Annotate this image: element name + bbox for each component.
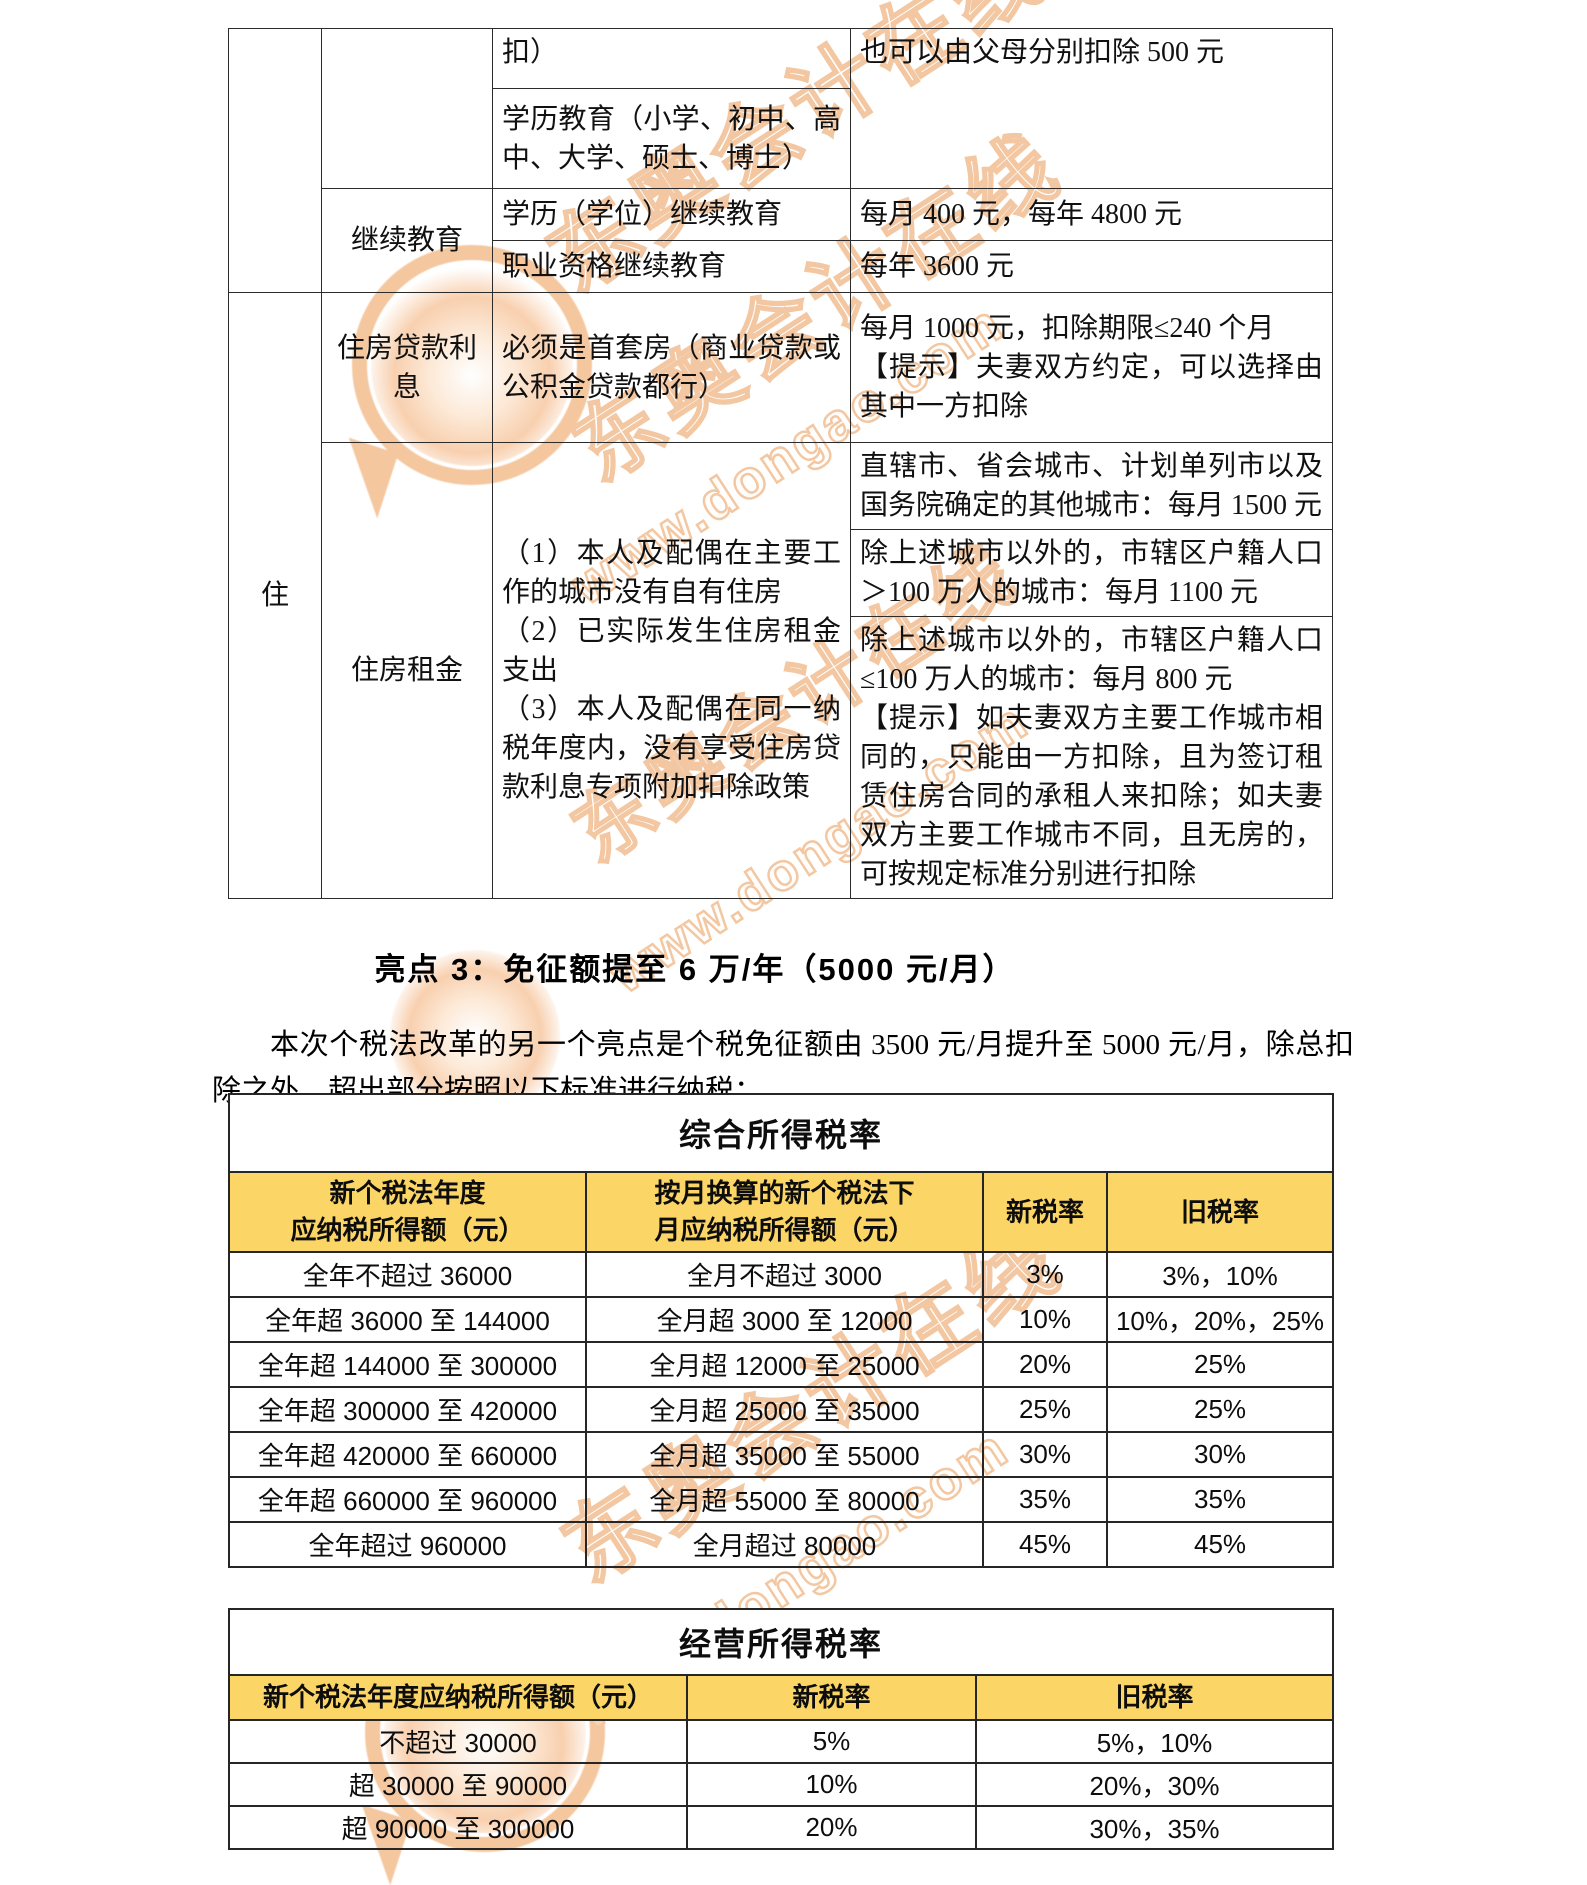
table-cell: 45%	[1105, 1521, 1335, 1568]
table-cell: 30%	[1105, 1431, 1335, 1478]
table-cell: 20%，30%	[975, 1762, 1334, 1807]
table-row: 全年超过 960000 全月超过 80000 45% 45%	[228, 1521, 1335, 1568]
column-header-new-rate: 新税率	[686, 1674, 977, 1721]
table-cell: 30%，35%	[975, 1805, 1334, 1850]
table-cell: 全月超过 80000	[585, 1521, 984, 1568]
table-cell: 35%	[1105, 1476, 1335, 1523]
table-cell: 超 30000 至 90000	[228, 1762, 688, 1807]
table-cell: 25%	[982, 1386, 1108, 1433]
table-cell: 10%	[982, 1296, 1108, 1343]
table-cell: 5%，10%	[975, 1719, 1334, 1764]
table-cell: 30%	[982, 1431, 1108, 1478]
comprehensive-table-title: 综合所得税率	[227, 1093, 1335, 1173]
cell-vocational-amount: 每年 3600 元	[850, 240, 1333, 293]
table-cell: 45%	[982, 1521, 1108, 1568]
table-cell: 20%	[686, 1805, 977, 1850]
table-row: 不超过 30000 5% 5%，10%	[228, 1719, 1334, 1764]
cell-category-housing: 住	[228, 292, 322, 899]
table-cell: 全月超 25000 至 35000	[585, 1386, 984, 1433]
table-cell: 全年超过 960000	[228, 1521, 587, 1568]
table-cell: 25%	[1105, 1341, 1335, 1388]
business-rate-table: 经营所得税率 新个税法年度应纳税所得额（元） 新税率 旧税率 不超过 30000…	[228, 1608, 1334, 1850]
cell-rent-conditions: （1）本人及配偶在主要工作的城市没有自有住房 （2）已实际发生住房租金支出 （3…	[492, 442, 851, 899]
table-row: 全年超 300000 至 420000 全月超 25000 至 35000 25% 2…	[228, 1386, 1335, 1433]
table-row: 全年不超过 36000 全月不超过 3000 3% 3%，10%	[228, 1251, 1335, 1298]
cell-degree-continuing-amount: 每月 400 元，每年 4800 元	[850, 188, 1333, 241]
cell-education-scope: 学历教育（小学、初中、高中、大学、硕士、博士）	[492, 88, 851, 189]
table-cell: 全月超 35000 至 55000	[585, 1431, 984, 1478]
table-cell: 全年超 144000 至 300000	[228, 1341, 587, 1388]
table-cell: 10%，20%，25%	[1105, 1296, 1335, 1343]
table-row: 全年超 144000 至 300000 全月超 12000 至 25000 20% 2…	[228, 1341, 1335, 1388]
table-cell: 超 90000 至 300000	[228, 1805, 688, 1850]
cell-continuing-education-label: 继续教育	[321, 188, 493, 293]
table-cell: 全年超 660000 至 960000	[228, 1476, 587, 1523]
cell-rent-tier3: 除上述城市以外的，市辖区户籍人口≤100 万人的城市：每月 800 元 【提示】…	[850, 616, 1333, 899]
cell-carryover-amount: 也可以由父母分别扣除 500 元	[850, 28, 1333, 189]
cell-mortgage-amount: 每月 1000 元，扣除期限≤240 个月 【提示】夫妻双方约定，可以选择由其中…	[850, 292, 1333, 443]
cell-rent-tier1: 直辖市、省会城市、计划单列市以及国务院确定的其他城市：每月 1500 元	[850, 442, 1333, 530]
table-cell: 5%	[686, 1719, 977, 1764]
table-cell: 全月不超过 3000	[585, 1251, 984, 1298]
table-cell: 全年不超过 36000	[228, 1251, 587, 1298]
table-cell: 3%	[982, 1251, 1108, 1298]
cell-prev-subcategory-empty	[321, 28, 493, 189]
table-cell: 不超过 30000	[228, 1719, 688, 1764]
comprehensive-rate-table: 综合所得税率 新个税法年度 应纳税所得额（元） 按月换算的新个税法下 月应纳税所…	[227, 1093, 1335, 1568]
column-header-annual-taxable: 新个税法年度应纳税所得额（元）	[228, 1674, 688, 1721]
table-row: 超 30000 至 90000 10% 20%，30%	[228, 1762, 1334, 1807]
table-cell: 25%	[1105, 1386, 1335, 1433]
special-deduction-table: 扣） 也可以由父母分别扣除 500 元 学历教育（小学、初中、高中、大学、硕士、…	[228, 28, 1333, 899]
cell-mortgage-label: 住房贷款利息	[321, 292, 493, 443]
table-cell: 3%，10%	[1105, 1251, 1335, 1298]
table-cell: 全月超 3000 至 12000	[585, 1296, 984, 1343]
table-cell: 全年超 36000 至 144000	[228, 1296, 587, 1343]
column-header-old-rate: 旧税率	[975, 1674, 1334, 1721]
table-cell: 全月超 12000 至 25000	[585, 1341, 984, 1388]
cell-rent-tier2: 除上述城市以外的，市辖区户籍人口＞100 万人的城市：每月 1100 元	[850, 529, 1333, 617]
business-table-title: 经营所得税率	[228, 1608, 1334, 1676]
cell-prev-category-empty	[228, 28, 322, 293]
table-cell: 全年超 420000 至 660000	[228, 1431, 587, 1478]
column-header-old-rate: 旧税率	[1105, 1171, 1335, 1253]
cell-carryover-condition: 扣）	[492, 28, 851, 89]
table-cell: 20%	[982, 1341, 1108, 1388]
table-cell: 全年超 300000 至 420000	[228, 1386, 587, 1433]
cell-mortgage-condition: 必须是首套房（商业贷款或公积金贷款都行）	[492, 292, 851, 443]
table-cell: 全月超 55000 至 80000	[585, 1476, 984, 1523]
column-header-monthly-taxable: 按月换算的新个税法下 月应纳税所得额（元）	[585, 1171, 984, 1253]
cell-degree-continuing-education: 学历（学位）继续教育	[492, 188, 851, 241]
column-header-annual-taxable: 新个税法年度 应纳税所得额（元）	[228, 1171, 587, 1253]
cell-rent-label: 住房租金	[321, 442, 493, 899]
table-row: 全年超 36000 至 144000 全月超 3000 至 12000 10% 10%…	[228, 1296, 1335, 1343]
table-row: 超 90000 至 300000 20% 30%，35%	[228, 1805, 1334, 1850]
table-cell: 10%	[686, 1762, 977, 1807]
table-row: 全年超 660000 至 960000 全月超 55000 至 80000 35% 3…	[228, 1476, 1335, 1523]
cell-vocational-education: 职业资格继续教育	[492, 240, 851, 293]
table-cell: 35%	[982, 1476, 1108, 1523]
column-header-new-rate: 新税率	[982, 1171, 1108, 1253]
table-row: 全年超 420000 至 660000 全月超 35000 至 55000 30% 3…	[228, 1431, 1335, 1478]
section-heading: 亮点 3：免征额提至 6 万/年（5000 元/月）	[374, 952, 1016, 987]
